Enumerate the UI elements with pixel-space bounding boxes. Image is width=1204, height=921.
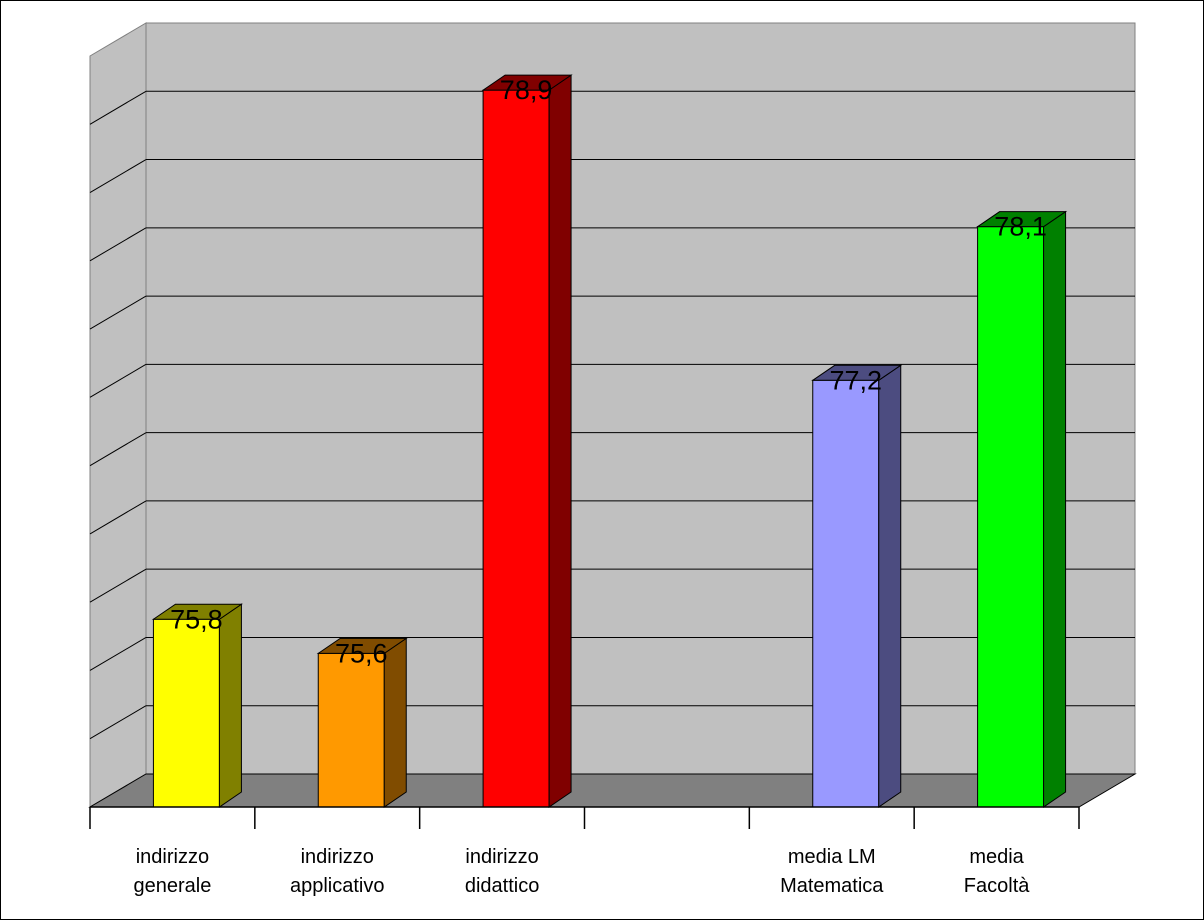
bar-front <box>977 226 1045 808</box>
side-wall <box>89 22 147 808</box>
gridline-side <box>89 637 147 671</box>
gridlines <box>89 90 1135 740</box>
data-label: 75,8 <box>170 604 223 634</box>
x-tick-label: Facoltà <box>964 875 1030 897</box>
gridline-side <box>89 568 147 603</box>
bar-top <box>316 637 408 654</box>
gridline-side <box>89 432 147 467</box>
x-axis <box>89 806 1080 829</box>
x-tick-label: generale <box>133 875 211 897</box>
bar-front <box>812 379 880 808</box>
gridline-side <box>89 90 147 125</box>
bar-top <box>151 603 244 620</box>
bar <box>481 74 573 808</box>
bar-side <box>548 74 572 808</box>
bar-side <box>383 637 407 808</box>
gridline-side <box>89 227 147 262</box>
data-label: 77,2 <box>829 365 882 395</box>
data-label: 78,1 <box>994 212 1047 242</box>
bar-front <box>482 89 550 808</box>
bar-side <box>218 603 242 808</box>
bar <box>975 210 1068 808</box>
x-tick-label: media LM <box>788 846 876 868</box>
x-tick-label: applicativo <box>290 875 385 897</box>
data-label: 75,6 <box>335 638 388 668</box>
bar-top <box>811 364 903 381</box>
bar-side <box>1043 210 1067 808</box>
gridline-side <box>89 295 147 330</box>
x-tick-label: media <box>969 846 1024 868</box>
gridline-side <box>89 159 147 193</box>
data-label: 78,9 <box>500 75 553 105</box>
bar <box>316 637 408 808</box>
bar-top <box>481 74 573 91</box>
bars <box>151 74 1068 808</box>
gridline-side <box>89 363 147 398</box>
bar-front <box>317 652 385 808</box>
back-wall <box>145 22 1136 775</box>
x-tick-label: indirizzo <box>301 846 374 868</box>
gridline-side <box>89 705 147 740</box>
bar <box>811 364 903 808</box>
chart-walls <box>88 22 1137 808</box>
x-tick-label: indirizzo <box>465 846 538 868</box>
x-tick-label: indirizzo <box>136 846 209 868</box>
x-tick-label: didattico <box>465 875 540 897</box>
bar <box>151 603 244 808</box>
bar-side <box>878 364 902 808</box>
x-tick-label: Matematica <box>780 875 884 897</box>
labels: 75,8 75,6 78,9 77,2 78,1 indirizzo generale ind… <box>133 75 1046 897</box>
gridline-side <box>89 500 147 535</box>
bar-front <box>152 618 220 808</box>
bar-top <box>975 211 1068 228</box>
